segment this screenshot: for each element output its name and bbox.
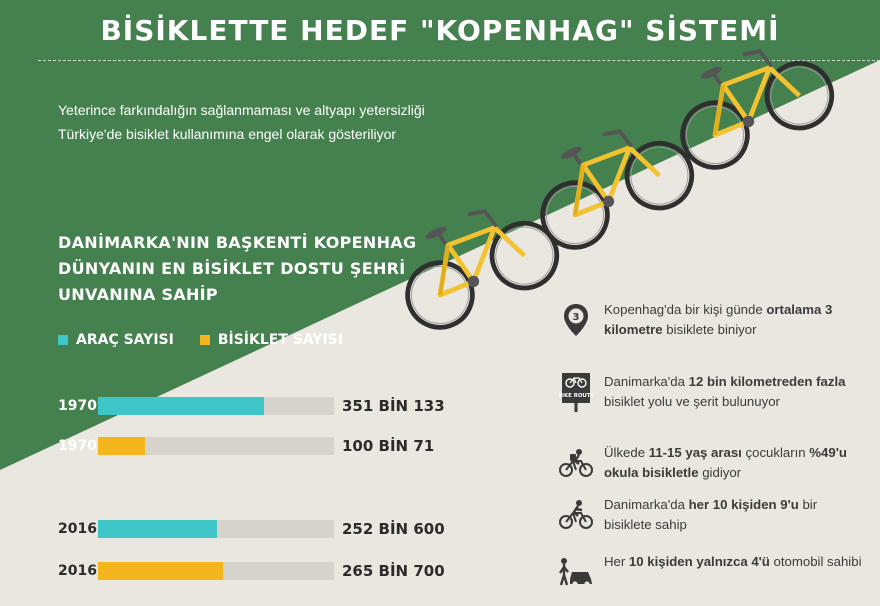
bar-year-label: 2016 (58, 563, 97, 579)
bar-track (98, 520, 334, 538)
bicycle (680, 49, 835, 170)
bar-value-label: 265 BİN 700 (342, 562, 445, 580)
subtitle-line: DÜNYANIN EN BİSİKLET DOSTU ŞEHRİ (58, 259, 406, 278)
bar (98, 520, 217, 538)
fact-text: Ülkede 11-15 yaş arası çocukların %49'u … (604, 445, 847, 480)
fact-item: Danimarka'da her 10 kişiden 9'u bir bisi… (556, 495, 866, 535)
chart-subtitle: DANİMARKA'NIN BAŞKENTİ KOPENHAG DÜNYANIN… (58, 230, 418, 308)
legend-item-bicycles: BİSİKLET SAYISI (199, 332, 343, 348)
bar-year-label: 1970 (58, 438, 97, 454)
fact-text: Danimarka'da her 10 kişiden 9'u bir bisi… (604, 497, 818, 532)
bar-row: 2016 265 BİN 700 (0, 561, 500, 581)
fact-text: Kopenhag'da bir kişi günde ortalama 3 ki… (604, 302, 833, 337)
bar-track (98, 562, 334, 580)
bar-value-label: 100 BİN 71 (342, 437, 435, 455)
legend-label: ARAÇ SAYISI (76, 332, 174, 348)
bar (98, 562, 223, 580)
legend-swatch (58, 335, 68, 345)
subtitle-line: DANİMARKA'NIN BAŞKENTİ KOPENHAG (58, 233, 417, 252)
bar-track (98, 437, 334, 455)
bar-year-label: 1970 (58, 398, 97, 414)
bar-row: 2016 252 BİN 600 (0, 519, 500, 539)
subtitle-line: UNVANINA SAHİP (58, 285, 218, 304)
bicycles-illustration (405, 49, 835, 330)
fact-item: BIKE ROUTE Danimarka'da 12 bin kilometred… (556, 372, 866, 412)
bar-value-label: 351 BİN 133 (342, 397, 445, 415)
fact-item: Ülkede 11-15 yaş arası çocukların %49'u … (556, 443, 866, 483)
bar (98, 397, 264, 415)
intro-text: Yeterince farkındalığın sağlanmaması ve … (58, 102, 425, 142)
bar-year-label: 2016 (58, 521, 97, 537)
bike-route-sign-icon: BIKE ROUTE (556, 372, 596, 412)
bar-row: 1970 100 BİN 71 (0, 436, 500, 456)
svg-text:BIKE ROUTE: BIKE ROUTE (559, 393, 593, 399)
map-pin-icon: 3 (556, 300, 596, 340)
legend-swatch (199, 335, 210, 345)
bar-row: 1970 351 BİN 133 (0, 396, 500, 416)
legend-label: BİSİKLET SAYISI (217, 332, 343, 348)
bar-value-label: 252 BİN 600 (342, 520, 445, 538)
svg-text:3: 3 (573, 312, 580, 323)
bar (98, 437, 145, 455)
fact-text: Her 10 kişiden yalnızca 4'ü otomobil sah… (604, 554, 862, 569)
cyclist-icon (556, 495, 596, 535)
child-cyclist-icon (556, 443, 596, 483)
bar-track (98, 397, 334, 415)
fact-text: Danimarka'da 12 bin kilometreden fazla b… (604, 374, 846, 409)
fact-item: 3 Kopenhag'da bir kişi günde ortalama 3 k… (556, 300, 866, 340)
bicycle (540, 129, 695, 250)
title-divider (38, 60, 880, 61)
fact-item: Her 10 kişiden yalnızca 4'ü otomobil sah… (556, 552, 866, 592)
page-title: BİSİKLETTE HEDEF "KOPENHAG" SİSTEMİ (100, 14, 780, 47)
person-car-icon (556, 552, 596, 592)
chart-legend: ARAÇ SAYISI BİSİKLET SAYISI (58, 332, 369, 348)
legend-item-vehicles: ARAÇ SAYISI (58, 332, 174, 348)
